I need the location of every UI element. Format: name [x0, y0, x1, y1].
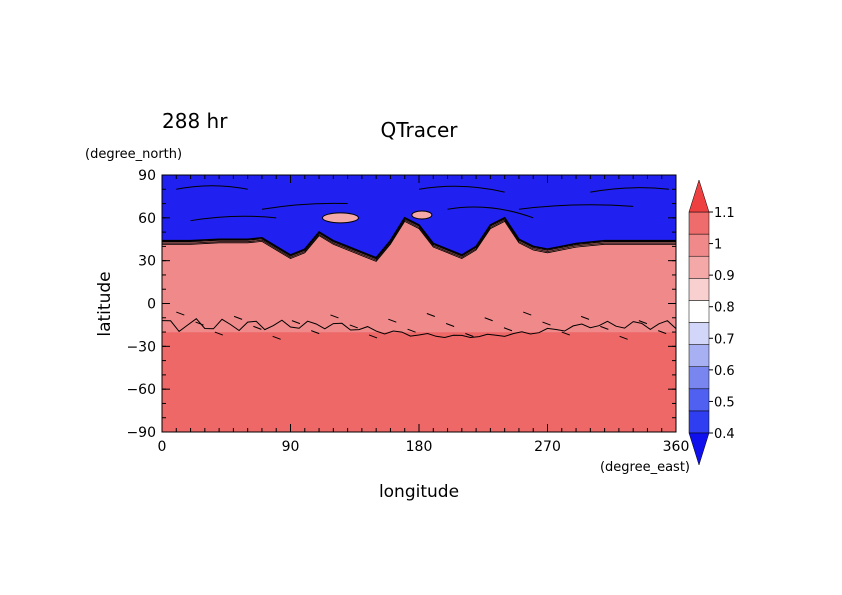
small-contour — [330, 314, 339, 319]
polar-contour — [261, 202, 348, 210]
colorbar-band — [688, 300, 710, 323]
colorbar-band — [688, 388, 710, 412]
colorbar-label: 0.6 — [714, 364, 735, 379]
colorbar-band — [688, 410, 710, 434]
colorbar-band — [688, 366, 710, 390]
small-contour — [195, 321, 204, 326]
small-contour — [426, 313, 436, 317]
contour-field — [161, 175, 677, 432]
colorbar-label: 0.5 — [714, 395, 735, 410]
y-tick-label: −30 — [126, 339, 156, 355]
colorbar-band — [688, 211, 710, 235]
tropical-contour — [161, 318, 677, 339]
small-contour — [503, 327, 513, 332]
small-contour — [176, 311, 185, 316]
small-contour — [253, 325, 262, 330]
colorbar-band — [688, 255, 710, 279]
front-contour — [162, 220, 676, 262]
colorbar: 0.4 0.5 0.6 0.7 0.8 0.9 1 1.1 — [688, 179, 735, 466]
small-contour — [233, 315, 243, 320]
small-contour — [638, 320, 648, 325]
small-contour — [561, 331, 570, 336]
x-tick-label: 90 — [282, 439, 300, 455]
region-southern-band — [162, 332, 676, 432]
front-contour — [162, 218, 676, 260]
x-tick-label: 270 — [534, 439, 561, 455]
y-axis-label: latitude — [95, 271, 115, 336]
small-contour — [388, 318, 397, 323]
polar-contour — [190, 215, 277, 222]
polar-contour — [447, 206, 534, 219]
x-tick-label: 360 — [663, 439, 690, 455]
y-tick-label: 30 — [138, 254, 156, 270]
small-contour — [523, 311, 532, 316]
colorbar-band — [688, 233, 710, 257]
small-contour — [580, 315, 590, 320]
polar-contour — [176, 185, 248, 190]
x-units-label: (degree_east) — [600, 460, 690, 475]
colorbar-label: 0.7 — [714, 332, 735, 347]
small-contour — [407, 328, 416, 333]
y-tick-label: −90 — [126, 425, 156, 441]
small-contour — [657, 330, 667, 335]
small-contour — [600, 325, 609, 330]
small-contour — [291, 320, 301, 325]
small-contour — [368, 334, 378, 339]
y-tick-label: 90 — [138, 168, 156, 184]
colorbar-label: 1.1 — [714, 206, 735, 221]
high-value-patch — [321, 212, 359, 224]
small-contour — [484, 317, 493, 322]
x-tick-label: 0 — [158, 439, 167, 455]
colorbar-top-arrow — [688, 179, 710, 213]
colorbar-label: 1 — [714, 238, 722, 253]
small-contour — [445, 323, 455, 327]
x-axis-label: longitude — [379, 482, 459, 502]
colorbar-label: 0.9 — [714, 269, 735, 284]
x-tick-label: 180 — [406, 439, 433, 455]
front-contour — [162, 219, 676, 261]
y-tick-label: 0 — [147, 297, 156, 313]
colorbar-band — [688, 322, 710, 345]
polar-contour — [418, 185, 505, 193]
y-units-label: (degree_north) — [85, 147, 182, 162]
polar-contour — [590, 187, 669, 193]
colorbar-label: 0.8 — [714, 301, 735, 316]
chart-title: QTracer — [380, 118, 458, 142]
small-contour — [311, 330, 320, 335]
front-contour — [162, 216, 676, 259]
colorbar-band — [688, 344, 710, 367]
colorbar-band — [688, 278, 710, 301]
small-contour — [272, 335, 281, 340]
polar-contour — [518, 204, 634, 210]
time-label: 288 hr — [162, 109, 228, 133]
small-contour — [214, 331, 224, 336]
small-contour — [349, 324, 358, 329]
y-tick-label: 60 — [138, 211, 156, 227]
colorbar-bottom-arrow — [688, 432, 710, 466]
small-contour — [619, 335, 628, 340]
y-tick-label: −60 — [126, 382, 156, 398]
small-contour — [542, 321, 551, 326]
colorbar-label: 0.4 — [714, 427, 735, 442]
small-contour — [465, 333, 474, 337]
high-value-patch — [411, 210, 433, 220]
